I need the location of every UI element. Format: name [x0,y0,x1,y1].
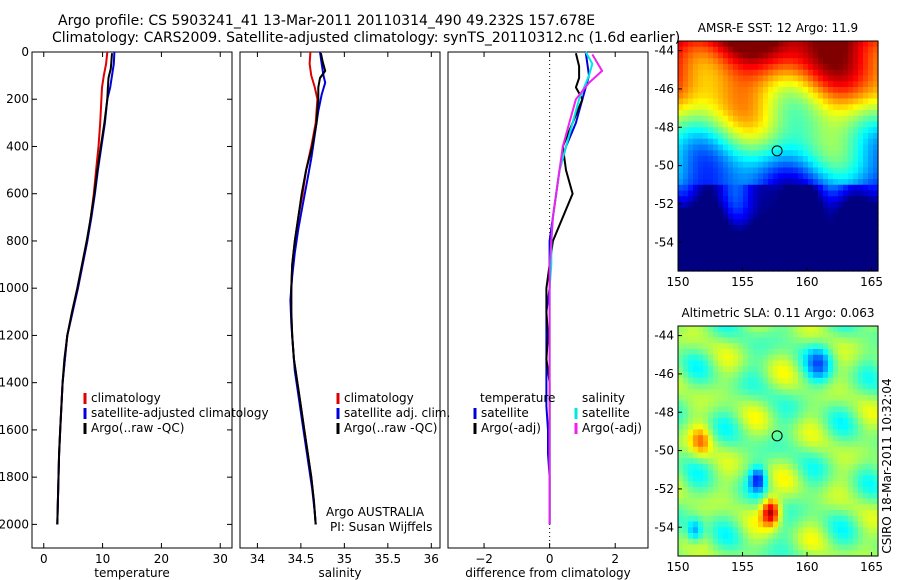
salinity-legend-0-label: climatology [344,391,414,405]
sla-map-ytick-label: -50 [654,444,674,458]
salinity-annotation-float: Argo AUSTRALIA [326,505,425,519]
sst-map-xtick-label: 165 [860,275,883,289]
temperature-ytick-label: 1200 [0,328,29,342]
temperature-axes-frame [31,51,233,549]
credit-stamp: CSIRO 18-Mar-2011 10:32:04 [880,378,894,553]
sst-map-ytick-label: -52 [654,197,674,211]
sla-map-frame [677,325,879,557]
difference-series-0 [545,51,590,525]
difference-legend-sal-satellite-label: satellite [582,406,630,420]
temperature-xtick-label: 10 [95,552,110,566]
salinity-series-2 [290,52,327,525]
temperature-series-2 [56,53,113,525]
difference-legend-salinity-heading: salinity [582,391,625,405]
sst-map-argo-marker [771,145,783,157]
temperature-legend-1-label: satellite-adjusted climatology [91,406,269,420]
salinity-xtick-label: 36 [424,552,439,566]
sst-map-xtick-label: 150 [667,275,690,289]
sst-map-ytick-label: -54 [654,235,674,249]
sst-map-ytick-label: -44 [654,44,674,58]
sla-map-title: Altimetric SLA: 0.11 Argo: 0.063 [681,306,874,320]
sla-map-ytick-label: -44 [654,329,674,343]
salinity-xtick-label: 35 [337,552,352,566]
difference-axes-frame [447,51,649,549]
temperature-legend-0-label: climatology [91,391,161,405]
salinity-legend-2-label: Argo(..raw -QC) [344,421,437,435]
difference-series-1 [545,52,584,525]
sst-map-xtick-label: 160 [796,275,819,289]
sla-map-xtick-label: 150 [667,560,690,574]
sla-map-xtick-label: 155 [731,560,754,574]
difference-series-2 [548,51,594,525]
salinity-legend-1-label: satellite adj. clim. [344,406,450,420]
figure-title-line2: Climatology: CARS2009. Satellite-adjuste… [52,30,681,46]
difference-legend-temp-satellite-label: satellite [481,406,529,420]
salinity-series-0 [290,51,319,525]
temperature-ytick-label: 200 [6,92,29,106]
salinity-xtick-label: 35.5 [374,552,401,566]
temperature-series-0 [56,51,109,525]
temperature-ytick-label: 0 [21,45,29,59]
sst-map-title: AMSR-E SST: 12 Argo: 11.9 [698,21,858,35]
temperature-legend-2-label: Argo(..raw -QC) [91,421,184,435]
sst-map-heatmap-cells [678,41,879,272]
sla-map-heatmap-cells [678,326,879,557]
salinity-xtick-label: 34 [250,552,265,566]
figure-title-line1: Argo profile: CS 5903241_41 13-Mar-2011 … [58,13,596,29]
temperature-ytick-label: 400 [6,139,29,153]
temperature-ytick-label: 1400 [0,376,29,390]
temperature-xtick-label: 20 [154,552,169,566]
sst-map-xtick-label: 155 [731,275,754,289]
temperature-xlabel: temperature [94,566,169,580]
sst-map-ytick-label: -50 [654,159,674,173]
difference-series-3 [548,53,604,525]
sla-map-ytick-label: -46 [654,367,674,381]
temperature-series-1 [56,51,116,525]
sst-map-frame [677,40,879,272]
sla-map-xtick-label: 160 [796,560,819,574]
sla-map-ytick-label: -48 [654,405,674,419]
difference-xtick-label: −2 [475,552,493,566]
temperature-ytick-label: 1600 [0,423,29,437]
temperature-ytick-label: 1800 [0,470,29,484]
sla-map-xtick-label: 165 [860,560,883,574]
difference-legend-sal-argo-label: Argo(-adj) [582,421,642,435]
salinity-annotation-pi: PI: Susan Wijffels [330,520,432,534]
salinity-xlabel: salinity [318,566,361,580]
difference-legend-temp-argo-label: Argo(-adj) [481,421,541,435]
difference-xlabel: difference from climatology [465,566,631,580]
salinity-xtick-label: 34.5 [288,552,315,566]
temperature-ytick-label: 2000 [0,517,29,531]
temperature-ytick-label: 1000 [0,281,29,295]
temperature-xtick-label: 30 [213,552,228,566]
difference-xtick-label: 2 [611,552,619,566]
temperature-ytick-label: 600 [6,187,29,201]
salinity-axes-frame [239,51,441,549]
temperature-ytick-label: 800 [6,234,29,248]
sst-map-ytick-label: -46 [654,82,674,96]
sla-map-argo-marker [771,430,783,442]
sla-map-ytick-label: -52 [654,482,674,496]
sst-map-ytick-label: -48 [654,120,674,134]
difference-legend-temperature-heading: temperature [480,391,555,405]
sla-map-ytick-label: -54 [654,520,674,534]
difference-xtick-label: 0 [546,552,554,566]
temperature-xtick-label: 0 [40,552,48,566]
